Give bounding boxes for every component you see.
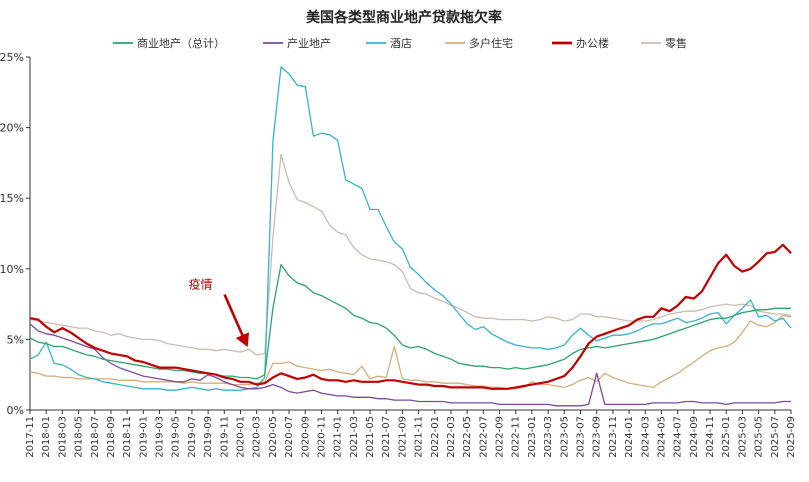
- series-line-5: [29, 153, 792, 356]
- legend-entry-5: 零售: [665, 36, 687, 50]
- x-tick-label: 2018-11: [122, 416, 133, 458]
- x-tick-label: 2023-09: [592, 416, 603, 458]
- x-tick-label: 2020-07: [284, 416, 295, 458]
- series-line-3: [29, 314, 792, 390]
- x-tick-label: 2025-07: [770, 416, 781, 458]
- x-tick-label: 2018-09: [106, 416, 117, 458]
- x-tick-label: 2020-03: [252, 416, 263, 458]
- x-tick-label: 2019-03: [155, 416, 166, 458]
- annotation-arrow-icon: [223, 294, 250, 348]
- y-tick-label: 15%: [0, 192, 24, 205]
- x-tick-label: 2025-05: [754, 416, 765, 458]
- x-tick-label: 2024-03: [640, 416, 651, 458]
- x-tick-label: 2023-01: [527, 416, 538, 458]
- x-tick-label: 2025-03: [737, 416, 748, 458]
- x-tick-label: 2022-11: [511, 416, 522, 458]
- y-tick-label: 25%: [0, 51, 24, 64]
- x-tick-label: 2025-01: [721, 416, 732, 458]
- x-tick-label: 2018-01: [41, 416, 52, 458]
- x-tick-label: 2022-05: [462, 416, 473, 458]
- x-tick-label: 2019-07: [187, 416, 198, 458]
- legend-entry-1: 产业地产: [287, 36, 331, 50]
- x-tick-label: 2021-01: [333, 416, 344, 458]
- x-tick-label: 2021-05: [365, 416, 376, 458]
- x-tick-label: 2022-07: [478, 416, 489, 458]
- series-line-1: [29, 323, 791, 407]
- y-tick-label: 20%: [0, 122, 24, 135]
- x-tick-label: 2019-05: [171, 416, 182, 458]
- x-tick-label: 2018-05: [74, 416, 85, 458]
- legend-entry-3: 多户住宅: [469, 36, 513, 50]
- x-tick-label: 2020-09: [300, 416, 311, 458]
- x-tick-label: 2022-01: [430, 416, 441, 458]
- x-tick-label: 2020-11: [316, 416, 327, 458]
- x-tick-label: 2019-09: [203, 416, 214, 458]
- axes: 0% 5% 10% 15% 20% 25% 2017-11 2018-01 2018-03 201…: [0, 51, 797, 458]
- x-tick-label: 2024-07: [673, 416, 684, 458]
- legend-entry-4: 办公楼: [576, 36, 609, 50]
- x-tick-label: 2024-09: [689, 416, 700, 458]
- x-tick-label: 2022-09: [495, 416, 506, 458]
- x-tick-label: 2021-09: [397, 416, 408, 458]
- chart-title: 美国各类型商业地产贷款拖欠率: [306, 9, 502, 26]
- x-tick-label: 2022-03: [446, 416, 457, 458]
- y-tick-label: 5%: [7, 333, 24, 346]
- x-tick-label: 2018-03: [57, 416, 68, 458]
- x-tick-label: 2021-11: [414, 416, 425, 458]
- series-line-0: [29, 263, 791, 380]
- x-tick-label: 2021-07: [381, 416, 392, 458]
- x-tick-label: 2024-11: [705, 416, 716, 458]
- x-tick-label: 2023-03: [543, 416, 554, 458]
- legend-entry-0: 商业地产（总计）: [137, 36, 225, 50]
- annotation-label: 疫情: [189, 277, 213, 292]
- x-tick-label: 2020-05: [268, 416, 279, 458]
- x-tick-label: 2020-01: [235, 416, 246, 458]
- series-line-2: [29, 66, 792, 391]
- x-tick-label: 2024-05: [656, 416, 667, 458]
- x-tick-label: 2019-01: [138, 416, 149, 458]
- y-tick-label: 0%: [7, 404, 24, 417]
- x-tick-label: 2024-01: [624, 416, 635, 458]
- series-line-4: [29, 243, 792, 390]
- x-tick-label: 2017-11: [25, 416, 36, 458]
- x-tick-label: 2025-09: [786, 416, 797, 458]
- x-tick-label: 2021-03: [349, 416, 360, 458]
- x-tick-label: 2023-05: [559, 416, 570, 458]
- series-layer: [29, 66, 792, 407]
- x-tick-label: 2023-07: [576, 416, 587, 458]
- x-tick-label: 2018-07: [90, 416, 101, 458]
- y-tick-label: 10%: [0, 263, 24, 276]
- annotation: 疫情: [189, 277, 250, 348]
- x-tick-label: 2019-11: [219, 416, 230, 458]
- x-tick-label: 2023-11: [608, 416, 619, 458]
- legend-entry-2: 酒店: [390, 36, 412, 50]
- legend: 商业地产（总计） 产业地产 酒店 多户住宅 办公楼 零售: [113, 36, 687, 50]
